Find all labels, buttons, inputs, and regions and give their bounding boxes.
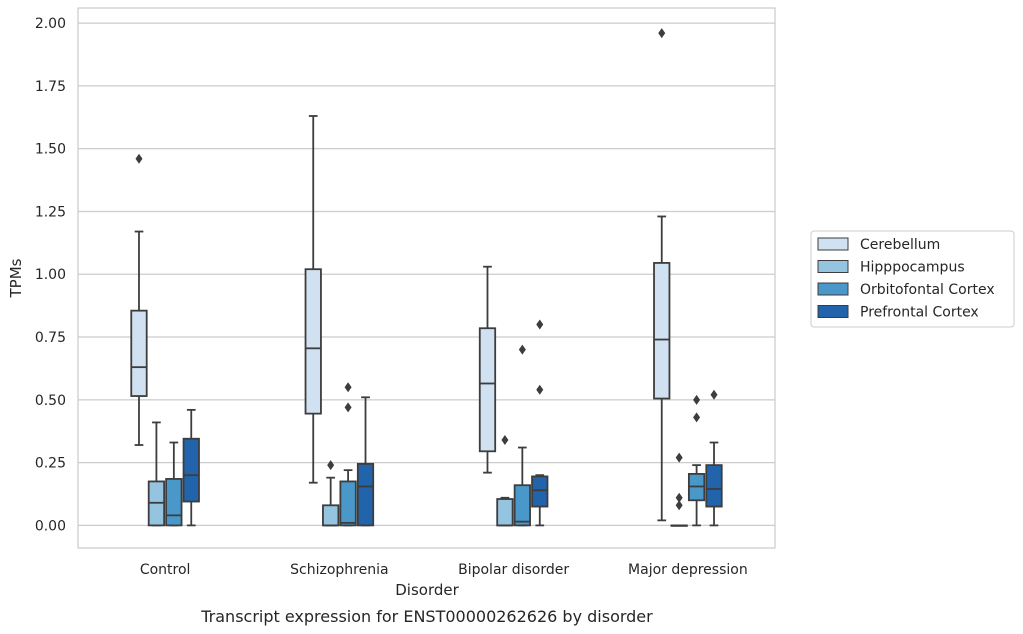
outlier-point: [536, 319, 544, 330]
box-iqr: [478, 327, 497, 453]
box-iqr: [496, 498, 514, 527]
outlier-point: [693, 394, 701, 405]
y-tick-label: 1.25: [35, 204, 66, 220]
x-axis-title: Disorder: [395, 581, 459, 599]
outlier-point: [501, 435, 509, 445]
box-iqr: [304, 268, 322, 415]
legend-swatch: [817, 305, 849, 318]
y-tick-label: 0.50: [35, 393, 66, 409]
box-hipppocampus: [496, 435, 514, 527]
y-tick-label: 0.00: [35, 518, 66, 534]
y-tick-label: 2.00: [35, 16, 66, 32]
legend-frame: [810, 230, 1015, 328]
legend-label: Hipppocampus: [860, 260, 965, 276]
box-iqr: [130, 309, 148, 397]
box-hipppocampus: [670, 452, 688, 527]
box-hipppocampus: [147, 421, 166, 527]
chart-caption: Transcript expression for ENST0000026262…: [200, 607, 653, 626]
y-tick-label: 0.75: [35, 330, 66, 346]
plot-frame: [77, 7, 776, 549]
x-axis-ticks: Control Schizophrenia Bipolar disorder Majo…: [140, 562, 748, 578]
box-cerebellum: [653, 28, 671, 522]
box-orbitofontal-cortex: [513, 344, 531, 527]
box-iqr: [356, 462, 375, 527]
legend-label: Orbitofontal Cortex: [860, 282, 995, 298]
legend-swatch: [817, 282, 849, 296]
box-prefrontal-cortex: [182, 408, 200, 527]
x-tick-label: Schizophrenia: [290, 562, 388, 578]
boxes-layer: [130, 28, 723, 527]
y-axis-ticks: 0.00 0.25 0.50 0.75 1.00 1.25 1.50 1.75 2.00: [35, 16, 66, 534]
box-prefrontal-cortex: [531, 319, 549, 527]
box-orbitofontal-cortex: [687, 394, 706, 527]
outlier-point: [536, 384, 544, 395]
box-cerebellum: [130, 153, 148, 446]
box-cerebellum: [478, 265, 497, 474]
outlier-point: [344, 382, 352, 393]
outlier-point: [344, 402, 352, 413]
legend: Cerebellum Hipppocampus Orbitofontal Corte…: [810, 230, 1015, 328]
outlier-point: [658, 28, 666, 39]
x-tick-label: Bipolar disorder: [458, 562, 569, 578]
y-tick-label: 0.25: [35, 456, 66, 472]
box-iqr: [531, 475, 549, 508]
box-cerebellum: [304, 115, 322, 484]
y-tick-label: 1.75: [35, 79, 66, 95]
box-hipppocampus: [322, 460, 340, 527]
box-prefrontal-cortex: [356, 396, 375, 527]
box-orbitofontal-cortex: [165, 441, 183, 527]
legend-swatch: [817, 260, 849, 273]
y-axis-title: TPMs: [7, 258, 25, 298]
outlier-point: [675, 500, 683, 511]
legend-swatch: [817, 237, 849, 251]
y-tick-label: 1.00: [35, 267, 66, 283]
outlier-point: [675, 492, 683, 503]
box-iqr: [165, 478, 183, 527]
plot-background: [78, 8, 775, 548]
outlier-point: [518, 344, 526, 355]
box-iqr: [705, 464, 723, 508]
box-orbitofontal-cortex: [339, 382, 357, 527]
outlier-point: [675, 452, 683, 463]
box-iqr: [182, 437, 200, 503]
outlier-point: [693, 412, 701, 423]
box-iqr: [653, 262, 671, 400]
x-tick-label: Major depression: [628, 562, 748, 578]
outlier-point: [710, 389, 718, 400]
x-tick-label: Control: [140, 562, 191, 578]
outlier-point: [135, 153, 143, 164]
box-iqr: [513, 484, 531, 527]
legend-label: Cerebellum: [860, 237, 940, 253]
y-tick-label: 1.50: [35, 142, 66, 158]
box-iqr: [339, 480, 357, 527]
box-prefrontal-cortex: [705, 389, 723, 527]
box-iqr: [322, 504, 340, 527]
outlier-point: [327, 460, 335, 471]
legend-label: Prefrontal Cortex: [860, 305, 979, 321]
